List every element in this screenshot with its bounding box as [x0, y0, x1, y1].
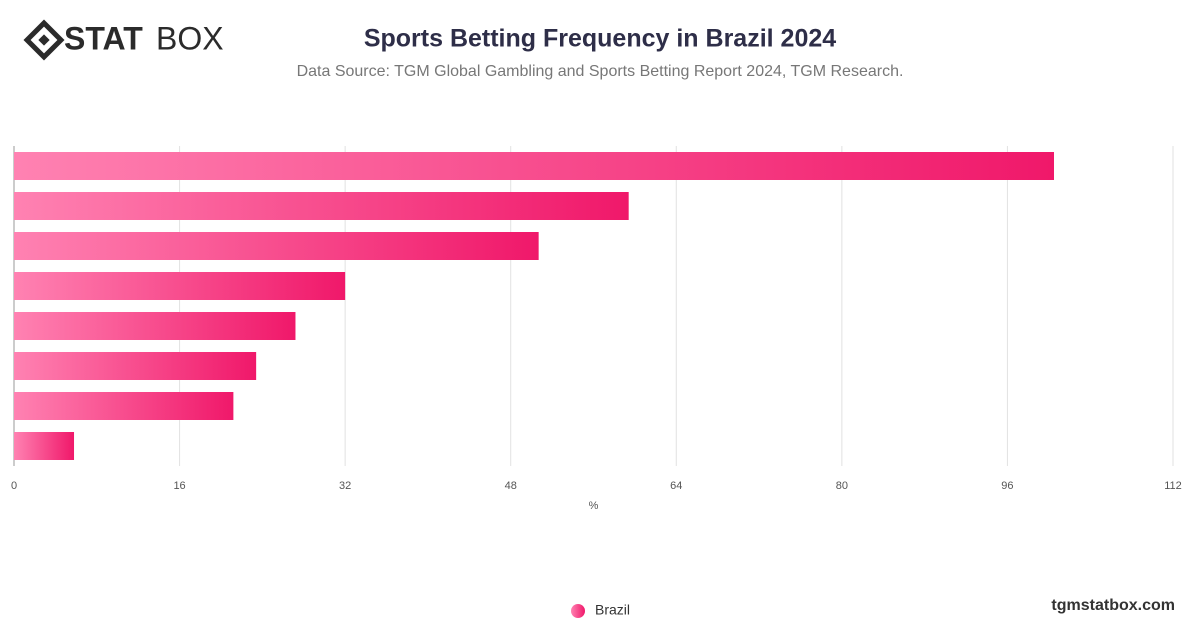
x-tick-label: 112	[1164, 480, 1182, 492]
x-tick-label: 80	[836, 480, 848, 492]
x-axis-label: %	[589, 500, 599, 512]
bar	[14, 272, 346, 300]
chart-subtitle: Data Source: TGM Global Gambling and Spo…	[297, 63, 904, 80]
x-tick-label: 48	[505, 480, 517, 492]
x-tick-label: 96	[1001, 480, 1013, 492]
x-tick-label: 16	[173, 480, 185, 492]
x-tick-label: 64	[670, 480, 682, 492]
x-tick-label: 0	[11, 480, 17, 492]
bar	[14, 152, 1054, 180]
footer: tgmstatbox.com	[1051, 597, 1175, 614]
bar	[14, 432, 75, 460]
bar	[14, 392, 234, 420]
legend-swatch	[571, 604, 585, 618]
chart-title: Sports Betting Frequency in Brazil 2024	[364, 25, 836, 53]
bar	[14, 352, 257, 380]
logo-light: BOX	[156, 20, 224, 56]
bar	[14, 312, 296, 340]
logo-icon	[23, 19, 65, 61]
logo-bold: STAT	[64, 20, 143, 56]
legend-label: Brazil	[595, 602, 630, 618]
bar	[14, 192, 629, 220]
bar	[14, 232, 539, 260]
x-tick-label: 32	[339, 480, 351, 492]
logo: STAT BOX	[23, 19, 224, 61]
